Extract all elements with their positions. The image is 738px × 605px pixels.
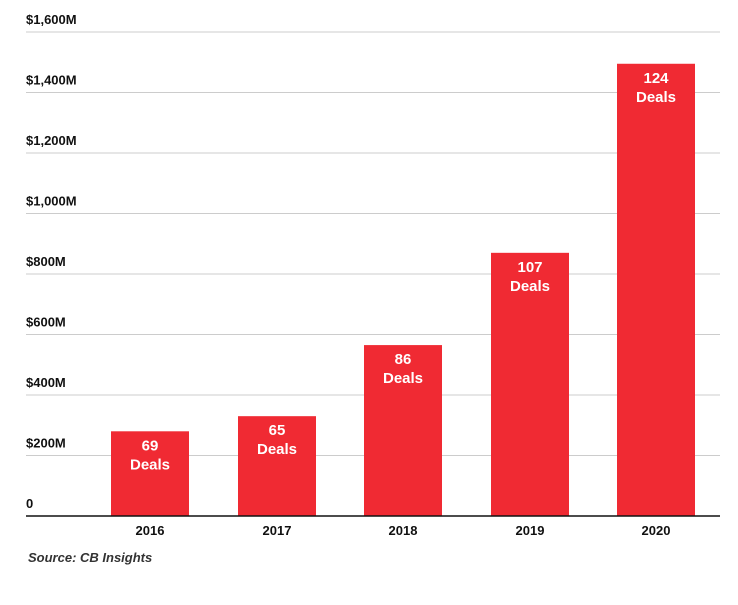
bar-data-label: Deals — [636, 89, 676, 106]
bar-data-label: Deals — [510, 278, 550, 295]
bar — [364, 345, 442, 516]
x-tick-label: 2019 — [516, 523, 545, 538]
bar-data-label: 124 — [643, 70, 669, 87]
bar-data-label: 107 — [517, 259, 542, 276]
bar-data-label: 86 — [395, 351, 412, 368]
x-tick-label: 2016 — [136, 523, 165, 538]
x-tick-label: 2020 — [642, 523, 671, 538]
bar-data-label: Deals — [383, 370, 423, 387]
y-tick-label: $1,400M — [26, 73, 77, 88]
x-tick-label: 2018 — [389, 523, 418, 538]
y-tick-label: $800M — [26, 254, 66, 269]
bar-data-label: Deals — [130, 456, 170, 473]
bar-chart: 0 $200M $400M $600M $800M $1,000M $1,200M $1,40… — [26, 12, 720, 538]
bar — [491, 252, 569, 516]
y-tick-label: $1,600M — [26, 12, 77, 27]
bar-data-label: 65 — [269, 422, 286, 439]
source-note: Source: CB Insights — [28, 550, 153, 565]
y-tick-label: $200M — [26, 436, 66, 451]
y-tick-label: $400M — [26, 375, 66, 390]
x-tick-label: 2017 — [263, 523, 292, 538]
bar-data-label: 69 — [142, 437, 159, 454]
bar — [111, 431, 189, 516]
y-tick-label: $600M — [26, 315, 66, 330]
y-tick-label: $1,000M — [26, 194, 77, 209]
bar-data-label: Deals — [257, 441, 297, 458]
y-tick-label: 0 — [26, 496, 33, 511]
y-tick-label: $1,200M — [26, 133, 77, 148]
bar — [617, 63, 695, 516]
bar — [238, 416, 316, 516]
